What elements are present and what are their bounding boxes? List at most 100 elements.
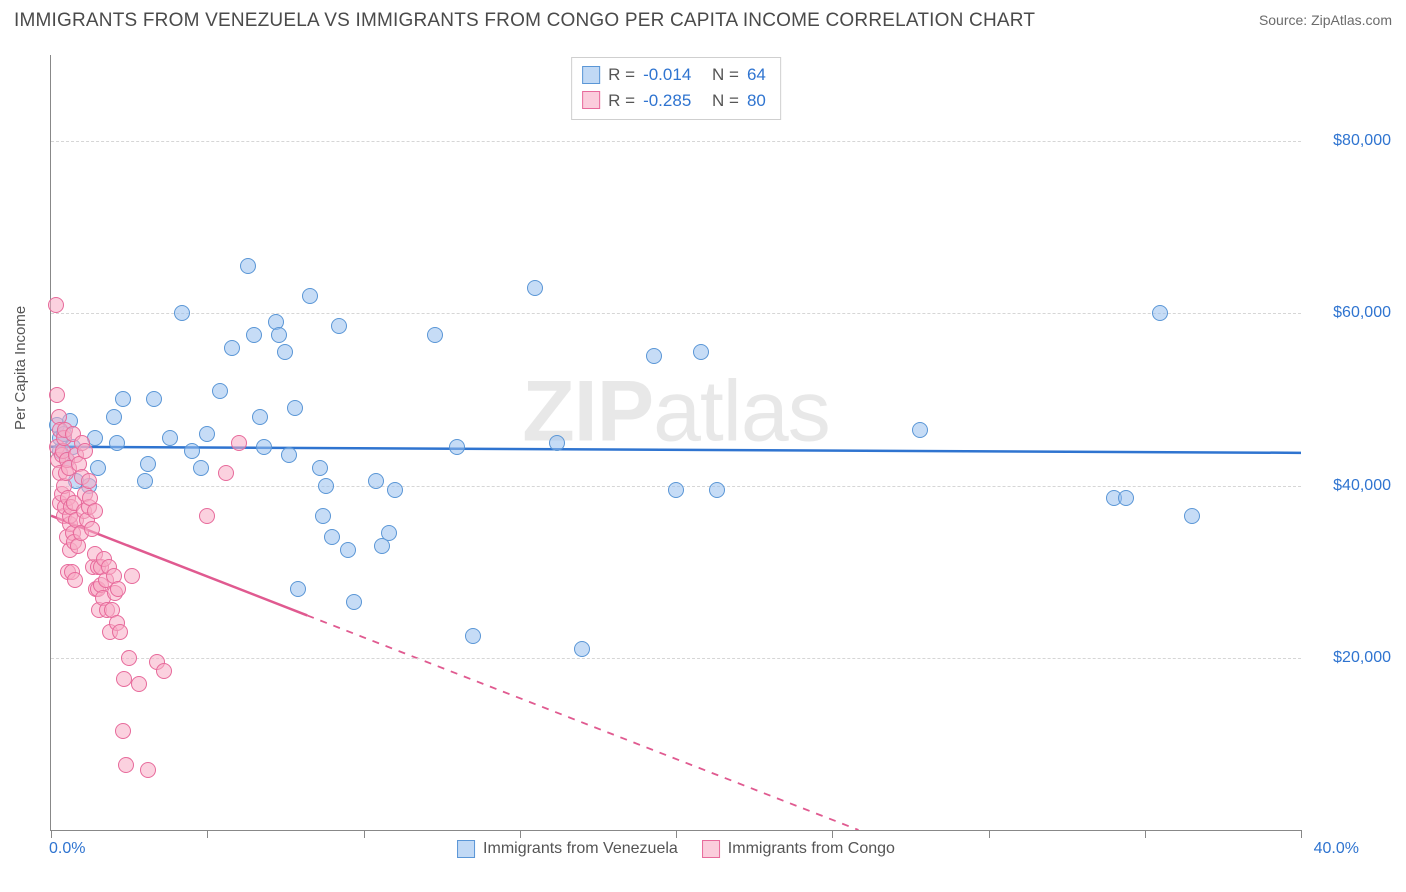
data-point-venezuela: [162, 430, 178, 446]
watermark: ZIPatlas: [522, 362, 829, 461]
data-point-congo: [67, 572, 83, 588]
r-value: -0.014: [643, 62, 691, 88]
swatch-blue-icon: [457, 840, 475, 858]
data-point-congo: [77, 443, 93, 459]
watermark-atlas: atlas: [653, 363, 830, 459]
data-point-venezuela: [240, 258, 256, 274]
data-point-congo: [49, 387, 65, 403]
data-point-venezuela: [387, 482, 403, 498]
source-label: Source: ZipAtlas.com: [1259, 12, 1392, 28]
legend-series: Immigrants from Venezuela Immigrants fro…: [457, 840, 895, 858]
x-tick: [832, 830, 833, 838]
legend-row-venezuela: R = -0.014 N = 64: [582, 62, 766, 88]
swatch-pink-icon: [702, 840, 720, 858]
x-tick: [1145, 830, 1146, 838]
y-tick-label: $60,000: [1311, 304, 1391, 322]
data-point-congo: [231, 435, 247, 451]
data-point-venezuela: [324, 529, 340, 545]
data-point-venezuela: [574, 641, 590, 657]
data-point-congo: [218, 465, 234, 481]
swatch-blue-icon: [582, 66, 600, 84]
data-point-venezuela: [346, 594, 362, 610]
data-point-venezuela: [1118, 490, 1134, 506]
x-tick: [364, 830, 365, 838]
data-point-congo: [121, 650, 137, 666]
data-point-venezuela: [256, 439, 272, 455]
data-point-congo: [84, 521, 100, 537]
data-point-venezuela: [290, 581, 306, 597]
y-axis-label: Per Capita Income: [12, 306, 29, 430]
data-point-congo: [156, 663, 172, 679]
data-point-venezuela: [146, 391, 162, 407]
data-point-venezuela: [912, 422, 928, 438]
data-point-venezuela: [693, 344, 709, 360]
data-point-congo: [81, 473, 97, 489]
data-point-venezuela: [646, 348, 662, 364]
data-point-venezuela: [109, 435, 125, 451]
data-point-congo: [48, 297, 64, 313]
chart-title: IMMIGRANTS FROM VENEZUELA VS IMMIGRANTS …: [14, 10, 1035, 31]
x-tick: [520, 830, 521, 838]
data-point-venezuela: [709, 482, 725, 498]
data-point-venezuela: [199, 426, 215, 442]
data-point-venezuela: [465, 628, 481, 644]
data-point-venezuela: [106, 409, 122, 425]
data-point-venezuela: [668, 482, 684, 498]
data-point-venezuela: [527, 280, 543, 296]
data-point-venezuela: [246, 327, 262, 343]
data-point-congo: [124, 568, 140, 584]
source-name: ZipAtlas.com: [1311, 12, 1392, 28]
data-point-congo: [115, 723, 131, 739]
x-axis-min: 0.0%: [49, 840, 85, 858]
data-point-venezuela: [137, 473, 153, 489]
data-point-venezuela: [212, 383, 228, 399]
watermark-zip: ZIP: [522, 363, 653, 459]
data-point-venezuela: [287, 400, 303, 416]
data-point-venezuela: [315, 508, 331, 524]
n-label: N =: [712, 88, 739, 114]
n-value: 80: [747, 88, 766, 114]
n-value: 64: [747, 62, 766, 88]
data-point-venezuela: [252, 409, 268, 425]
data-point-venezuela: [281, 447, 297, 463]
gridline: [51, 141, 1301, 142]
data-point-venezuela: [271, 327, 287, 343]
n-label: N =: [712, 62, 739, 88]
legend-label: Immigrants from Venezuela: [483, 840, 678, 858]
r-label: R =: [608, 62, 635, 88]
legend-item-venezuela: Immigrants from Venezuela: [457, 840, 678, 858]
data-point-venezuela: [1152, 305, 1168, 321]
legend-row-congo: R = -0.285 N = 80: [582, 88, 766, 114]
data-point-congo: [87, 503, 103, 519]
source-prefix: Source:: [1259, 12, 1311, 28]
data-point-venezuela: [368, 473, 384, 489]
data-point-venezuela: [174, 305, 190, 321]
y-tick-label: $40,000: [1311, 477, 1391, 495]
data-point-venezuela: [340, 542, 356, 558]
legend-label: Immigrants from Congo: [728, 840, 895, 858]
data-point-venezuela: [331, 318, 347, 334]
x-tick: [989, 830, 990, 838]
data-point-venezuela: [140, 456, 156, 472]
data-point-venezuela: [1184, 508, 1200, 524]
x-axis-max: 40.0%: [1314, 840, 1359, 858]
data-point-venezuela: [224, 340, 240, 356]
data-point-venezuela: [381, 525, 397, 541]
data-point-congo: [118, 757, 134, 773]
data-point-congo: [110, 581, 126, 597]
y-tick-label: $20,000: [1311, 649, 1391, 667]
data-point-venezuela: [549, 435, 565, 451]
data-point-venezuela: [115, 391, 131, 407]
data-point-venezuela: [427, 327, 443, 343]
gridline: [51, 658, 1301, 659]
r-value: -0.285: [643, 88, 691, 114]
x-tick: [51, 830, 52, 838]
legend-statistics: R = -0.014 N = 64 R = -0.285 N = 80: [571, 57, 781, 120]
data-point-venezuela: [302, 288, 318, 304]
gridline: [51, 313, 1301, 314]
swatch-pink-icon: [582, 91, 600, 109]
data-point-venezuela: [318, 478, 334, 494]
data-point-congo: [131, 676, 147, 692]
data-point-congo: [199, 508, 215, 524]
data-point-venezuela: [184, 443, 200, 459]
